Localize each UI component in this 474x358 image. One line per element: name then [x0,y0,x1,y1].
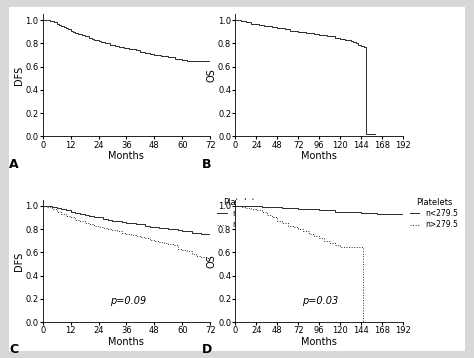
Y-axis label: OS: OS [207,68,217,82]
X-axis label: Months: Months [301,337,337,347]
Y-axis label: OS: OS [207,254,217,268]
Text: B: B [202,158,211,171]
Legend: n<279.5, n>279.5: n<279.5, n>279.5 [218,198,265,229]
Y-axis label: DFS: DFS [14,66,24,85]
Legend: n<279.5, n>279.5: n<279.5, n>279.5 [410,198,458,229]
Text: C: C [9,343,18,357]
Text: p=0.03: p=0.03 [302,296,338,306]
X-axis label: Months: Months [109,151,145,161]
Text: D: D [202,343,212,357]
X-axis label: Months: Months [301,151,337,161]
Text: A: A [9,158,19,171]
Y-axis label: DFS: DFS [14,251,24,271]
X-axis label: Months: Months [109,337,145,347]
Text: p=0.09: p=0.09 [109,296,146,306]
